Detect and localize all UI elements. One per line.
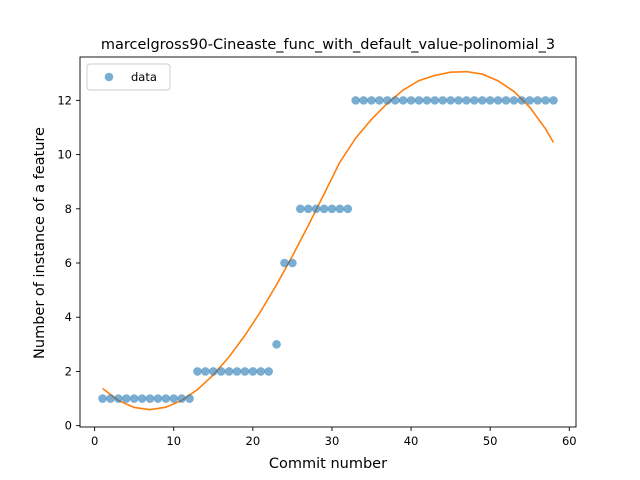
data-point (114, 394, 123, 403)
data-point (430, 96, 440, 105)
data-point (98, 394, 107, 403)
data-point (193, 367, 202, 376)
y-tick-label: 6 (65, 256, 72, 270)
data-point (208, 367, 218, 376)
data-point (145, 394, 155, 403)
data-point (525, 96, 535, 105)
data-point (390, 96, 400, 105)
data-point (406, 96, 416, 105)
data-point (422, 96, 432, 105)
data-point (509, 96, 519, 105)
data-point (185, 394, 194, 403)
y-tick-label: 0 (65, 419, 72, 433)
data-point (438, 96, 448, 105)
chart-title: marcelgross90-Cineaste_func_with_default… (101, 37, 555, 53)
x-tick-label: 50 (483, 434, 498, 448)
x-tick-label: 10 (166, 434, 181, 448)
data-point (319, 204, 329, 214)
data-point (335, 204, 345, 214)
data-point (288, 258, 297, 268)
data-point (177, 394, 186, 403)
data-point (280, 258, 289, 268)
data-point (446, 96, 455, 105)
data-point (264, 367, 273, 376)
plot-area: 0 10 20 30 40 50 60 0 2 4 6 8 10 12 data (57, 56, 577, 448)
data-point (216, 367, 226, 376)
data-point (343, 204, 353, 214)
data-point (311, 204, 321, 214)
data-point (153, 394, 163, 403)
data-point (296, 204, 305, 214)
data-point (517, 96, 527, 105)
data-point (137, 394, 147, 403)
data-point (129, 394, 139, 403)
data-point (303, 204, 313, 214)
data-point (462, 96, 471, 105)
data-point (375, 96, 384, 105)
y-tick-label: 4 (65, 310, 72, 324)
y-tick-label: 10 (57, 148, 72, 162)
data-point (272, 340, 281, 349)
data-point (256, 367, 266, 376)
axes-frame (79, 56, 577, 428)
x-axis-label: Commit number (269, 456, 387, 472)
data-point (161, 394, 171, 403)
legend-box (86, 63, 171, 91)
data-point (121, 394, 131, 403)
x-tick-label: 60 (562, 434, 577, 448)
data-point (367, 96, 376, 105)
data-point (549, 96, 558, 105)
x-tick-label: 0 (91, 434, 98, 448)
data-point (398, 96, 408, 105)
x-tick-label: 40 (404, 434, 419, 448)
data-point (541, 96, 550, 105)
data-point (414, 96, 424, 105)
y-tick-label: 2 (65, 364, 72, 378)
x-tick-label: 30 (325, 434, 340, 448)
y-tick-label: 8 (65, 202, 72, 216)
data-point (454, 96, 463, 105)
data-point (501, 96, 511, 105)
data-point (383, 96, 392, 105)
data-point (240, 367, 250, 376)
data-point (477, 96, 487, 105)
y-tick-label: 12 (57, 93, 72, 107)
y-axis-label: Number of instance of a feature (32, 127, 48, 359)
data-point (248, 367, 258, 376)
legend-marker (104, 72, 114, 82)
data-point (493, 96, 503, 105)
x-tick-label: 20 (246, 434, 261, 448)
data-point (470, 96, 479, 105)
data-point (224, 367, 234, 376)
legend-label: data (131, 70, 157, 84)
data-point (106, 394, 115, 403)
data-point (351, 96, 360, 105)
data-point (359, 96, 368, 105)
data-point (232, 367, 242, 376)
data-point (169, 394, 179, 403)
data-point (485, 96, 495, 105)
data-point (201, 367, 210, 376)
data-point (533, 96, 542, 105)
data-point (327, 204, 337, 214)
